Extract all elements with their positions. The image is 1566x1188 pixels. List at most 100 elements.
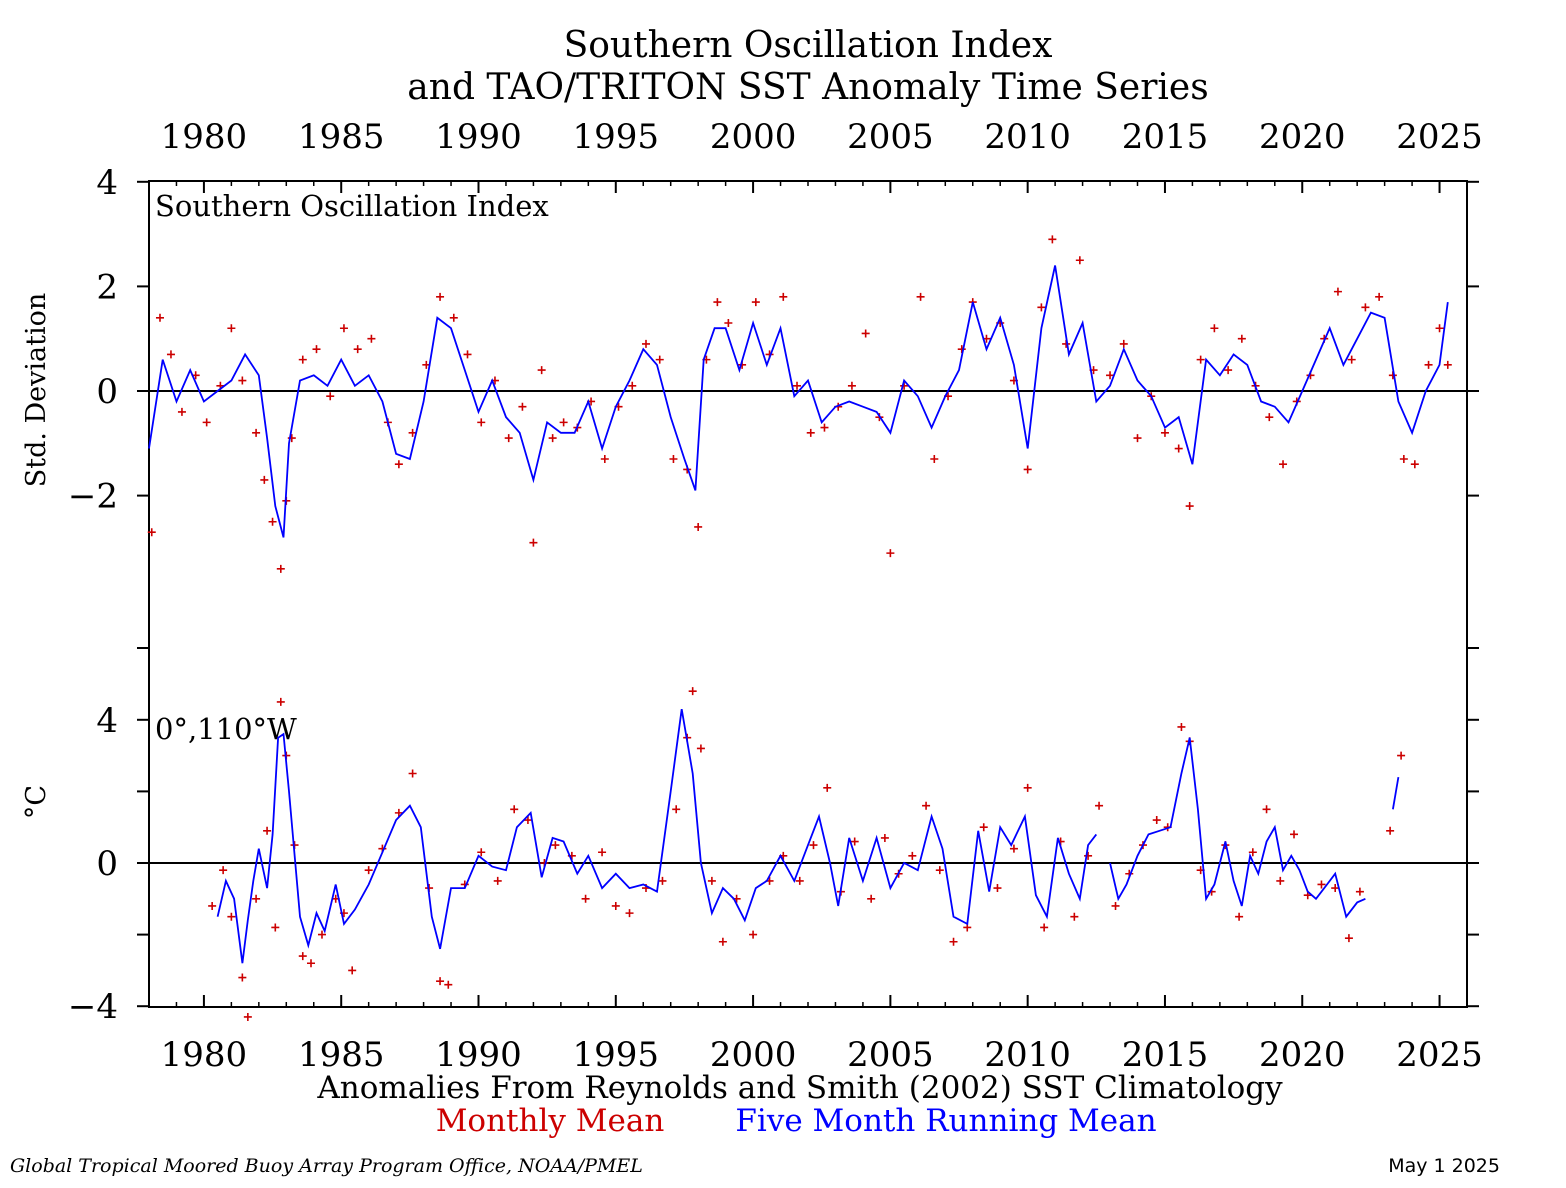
sst-monthly-mean-marker — [317, 930, 326, 939]
sst-monthly-mean-marker — [298, 952, 307, 961]
x-tick-label-bottom: 2020 — [1259, 1035, 1346, 1075]
soi-monthly-mean-marker — [600, 454, 609, 463]
soi-monthly-mean-marker — [916, 292, 925, 301]
soi-monthly-mean-marker — [1210, 324, 1219, 333]
sst-monthly-mean-marker — [263, 826, 272, 835]
soi-monthly-mean-marker — [1106, 371, 1115, 380]
sst-monthly-mean-marker — [493, 876, 502, 885]
sst-monthly-mean-marker — [625, 909, 634, 918]
sst-monthly-mean-marker — [1276, 876, 1285, 885]
soi-monthly-mean-marker — [1224, 366, 1233, 375]
sst-monthly-mean-marker — [1084, 851, 1093, 860]
x-tick-label-bottom: 1985 — [298, 1035, 385, 1075]
legend-five-month-running-mean: Five Month Running Mean — [735, 1103, 1156, 1139]
soi-monthly-mean-marker — [260, 475, 269, 484]
soi-monthly-mean-marker — [655, 355, 664, 364]
x-tick-label-top: 2025 — [1396, 117, 1483, 157]
legend-monthly-mean: Monthly Mean — [436, 1103, 665, 1139]
sst-monthly-mean-marker — [444, 980, 453, 989]
soi-monthly-mean-marker — [751, 298, 760, 307]
sst-monthly-mean-marker — [850, 837, 859, 846]
soi-monthly-mean-marker — [779, 292, 788, 301]
sst-monthly-mean-marker — [1152, 816, 1161, 825]
soi-monthly-mean-marker — [394, 460, 403, 469]
footer-date: May 1 2025 — [1388, 1155, 1500, 1177]
sst-monthly-mean-marker — [208, 901, 217, 910]
sst-monthly-mean-marker — [1262, 805, 1271, 814]
soi-monthly-mean-marker — [298, 355, 307, 364]
sst-monthly-mean-marker — [1070, 912, 1079, 921]
soi-monthly-mean-marker — [1279, 460, 1288, 469]
soi-monthly-mean-marker — [847, 381, 856, 390]
soi-monthly-mean-marker — [326, 392, 335, 401]
soi-monthly-mean-marker — [1237, 334, 1246, 343]
sst-y-tick-label: −4 — [68, 987, 118, 1027]
sst-monthly-mean-marker — [1040, 923, 1049, 932]
sst-monthly-mean-marker — [979, 823, 988, 832]
soi-monthly-mean-marker — [861, 329, 870, 338]
soi-monthly-mean-marker — [820, 423, 829, 432]
soi-monthly-mean-marker — [367, 334, 376, 343]
soi-monthly-mean-marker — [177, 407, 186, 416]
soi-monthly-mean-marker — [1361, 303, 1370, 312]
soi-monthly-mean-marker — [353, 345, 362, 354]
sst-monthly-mean-marker — [949, 937, 958, 946]
sst-monthly-mean-marker — [243, 1012, 252, 1021]
sst-monthly-mean-marker — [688, 687, 697, 696]
sst-monthly-mean-marker — [307, 959, 316, 968]
ylabel-sst: °C — [21, 785, 52, 819]
soi-monthly-mean-marker — [312, 345, 321, 354]
sst-monthly-mean-marker — [1386, 826, 1395, 835]
sst-monthly-mean-marker — [1344, 934, 1353, 943]
chart-title-line2: and TAO/TRITON SST Anomaly Time Series — [407, 67, 1208, 108]
soi-monthly-mean-marker — [1133, 434, 1142, 443]
sst-monthly-mean-marker — [707, 876, 716, 885]
sst-monthly-mean-marker — [809, 841, 818, 850]
x-tick-label-top: 1980 — [161, 117, 248, 157]
sst-monthly-mean-marker — [1023, 783, 1032, 792]
x-tick-label-top: 2005 — [847, 117, 934, 157]
x-tick-label-top: 2010 — [984, 117, 1071, 157]
soi-monthly-mean-marker — [1410, 460, 1419, 469]
soi-monthly-mean-marker — [227, 324, 236, 333]
sst-monthly-mean-marker — [1009, 844, 1018, 853]
soi-monthly-mean-marker — [252, 428, 261, 437]
sst-monthly-mean-marker — [436, 977, 445, 986]
sst-monthly-mean-marker — [1290, 830, 1299, 839]
soi-monthly-mean-marker — [463, 350, 472, 359]
soi-monthly-mean-marker — [1075, 256, 1084, 265]
x-tick-label-top: 1985 — [298, 117, 385, 157]
soi-monthly-mean-marker — [1265, 413, 1274, 422]
soi-y-tick-label: 4 — [96, 163, 118, 203]
soi-y-tick-label: −2 — [68, 477, 118, 517]
soi-monthly-mean-marker — [477, 418, 486, 427]
soi-monthly-mean-marker — [669, 454, 678, 463]
soi-monthly-mean-marker — [713, 298, 722, 307]
x-tick-label-top: 2020 — [1259, 117, 1346, 157]
x-tick-label-bottom: 1990 — [435, 1035, 522, 1075]
x-tick-label-bottom: 2010 — [984, 1035, 1071, 1075]
soi-monthly-mean-marker — [1443, 360, 1452, 369]
sst-monthly-mean-marker — [908, 851, 917, 860]
x-tick-label-bottom: 2005 — [847, 1035, 934, 1075]
sst-panel — [149, 687, 1467, 1021]
soi-monthly-mean-marker — [957, 345, 966, 354]
soi-monthly-mean-marker — [155, 313, 164, 322]
soi-monthly-mean-marker — [268, 517, 277, 526]
x-tick-label-bottom: 2000 — [710, 1035, 797, 1075]
sst-monthly-mean-marker — [823, 783, 832, 792]
sst-monthly-mean-marker — [749, 930, 758, 939]
sst-running-mean-line — [1392, 776, 1400, 810]
soi-monthly-mean-marker — [529, 538, 538, 547]
soi-monthly-mean-marker — [1037, 303, 1046, 312]
soi-monthly-mean-marker — [793, 381, 802, 390]
sst-running-mean-line — [216, 708, 1098, 964]
soi-monthly-mean-marker — [724, 319, 733, 328]
soi-monthly-mean-marker — [1119, 339, 1128, 348]
sst-monthly-mean-marker — [598, 848, 607, 857]
soi-y-tick-labels: 4 2 0 −2 — [68, 163, 118, 517]
sst-monthly-mean-marker — [867, 894, 876, 903]
soi-monthly-mean-marker — [806, 428, 815, 437]
sst-monthly-mean-marker — [1397, 751, 1406, 760]
